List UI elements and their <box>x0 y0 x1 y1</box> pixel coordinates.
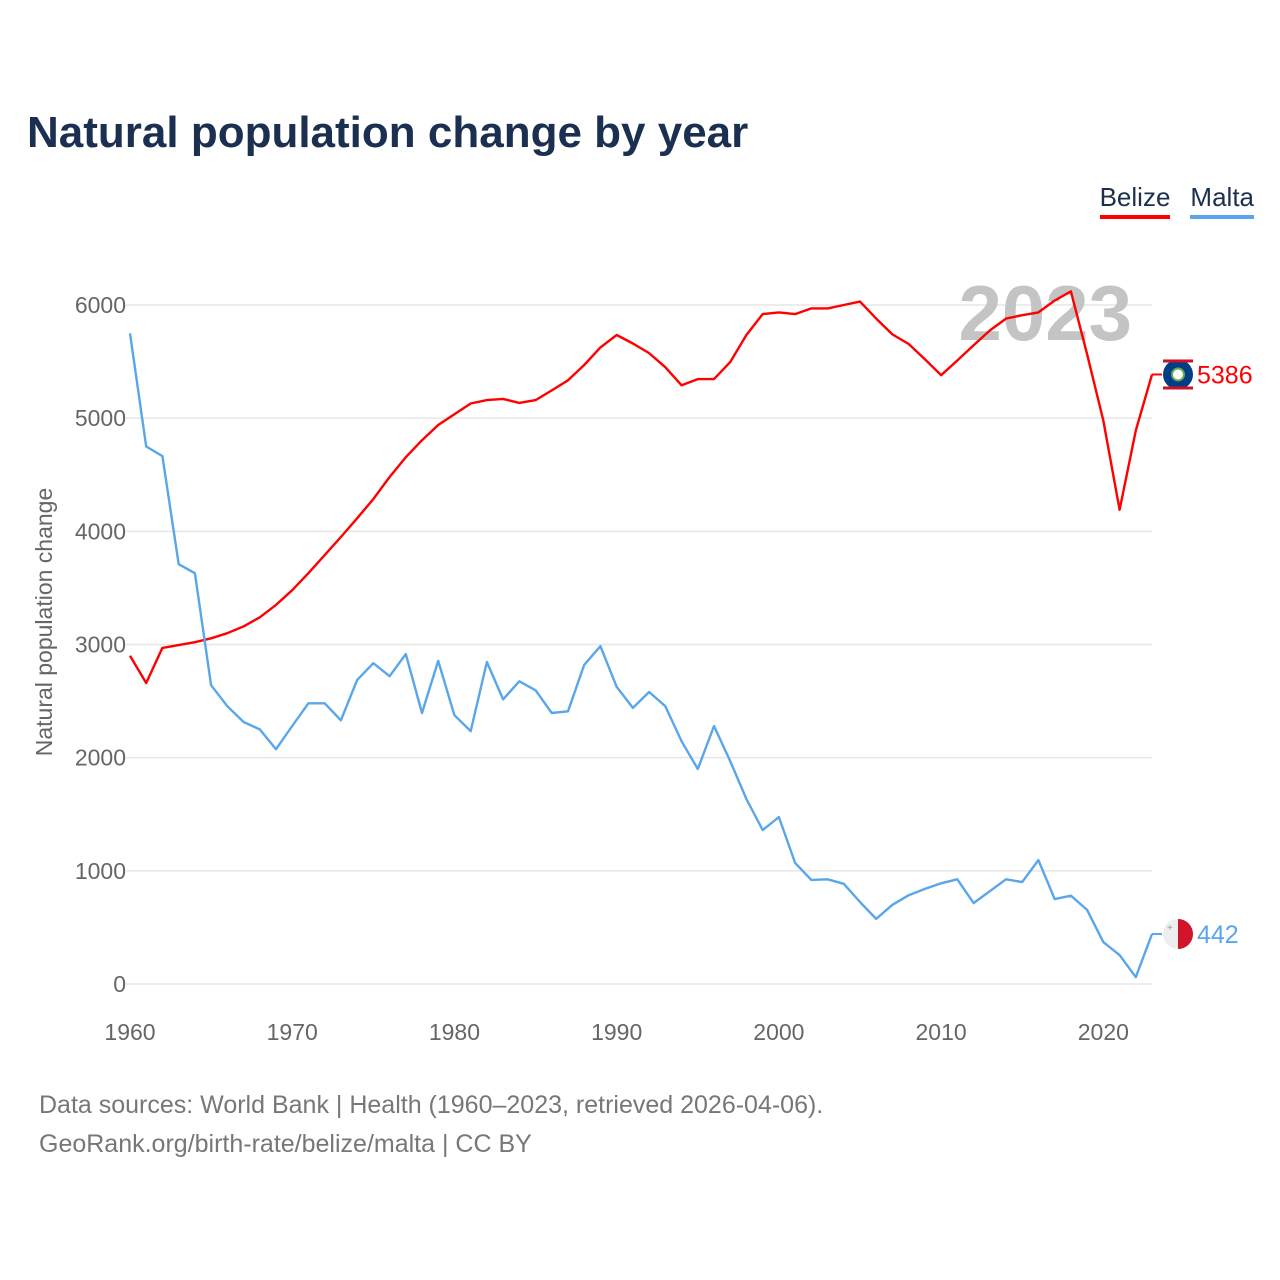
y-tick-label: 0 <box>113 971 126 997</box>
series-line-malta <box>128 333 1154 979</box>
y-tick-label: 4000 <box>75 518 126 544</box>
legend: Belize Malta <box>1099 182 1254 219</box>
belize-flag-stripe <box>1163 359 1193 363</box>
line-chart: 0 1000 2000 3000 4000 5000 6000 1960 1970 1980 199… <box>31 269 1253 1045</box>
belize-flag-stripe <box>1163 386 1193 390</box>
source-line-2[interactable]: GeoRank.org/birth-rate/belize/malta | CC… <box>39 1130 532 1158</box>
series-line-belize <box>128 290 1154 685</box>
end-value-label-belize: 5386 <box>1197 361 1253 389</box>
malta-cross-icon: + <box>1167 923 1173 934</box>
source-note: Data sources: World Bank | Health (1960–… <box>39 1086 823 1164</box>
x-tick-label: 1970 <box>267 1019 318 1045</box>
x-tick-label: 2000 <box>753 1019 804 1045</box>
year-watermark: 2023 <box>958 269 1132 357</box>
y-tick-label: 5000 <box>75 405 126 431</box>
y-tick-label: 2000 <box>75 745 126 771</box>
legend-belize[interactable]: Belize <box>1099 182 1171 219</box>
x-tick-label: 1980 <box>429 1019 480 1045</box>
belize-flag-emblem <box>1171 367 1185 382</box>
source-line-1: Data sources: World Bank | Health (1960–… <box>39 1091 824 1119</box>
x-tick-label: 2020 <box>1078 1019 1129 1045</box>
x-tick-label: 1990 <box>591 1019 642 1045</box>
malta-flag-red-half <box>1178 918 1194 949</box>
y-tick-label: 6000 <box>75 292 126 318</box>
x-tick-label: 1960 <box>104 1019 155 1045</box>
y-axis-label: Natural population change <box>31 488 57 757</box>
y-tick-label: 1000 <box>75 858 126 884</box>
end-value-label-malta: 442 <box>1197 921 1239 949</box>
y-tick-label: 3000 <box>75 632 126 658</box>
chart-title: Natural population change by year <box>27 108 749 157</box>
x-tick-label: 2010 <box>916 1019 967 1045</box>
legend-malta[interactable]: Malta <box>1190 182 1254 219</box>
